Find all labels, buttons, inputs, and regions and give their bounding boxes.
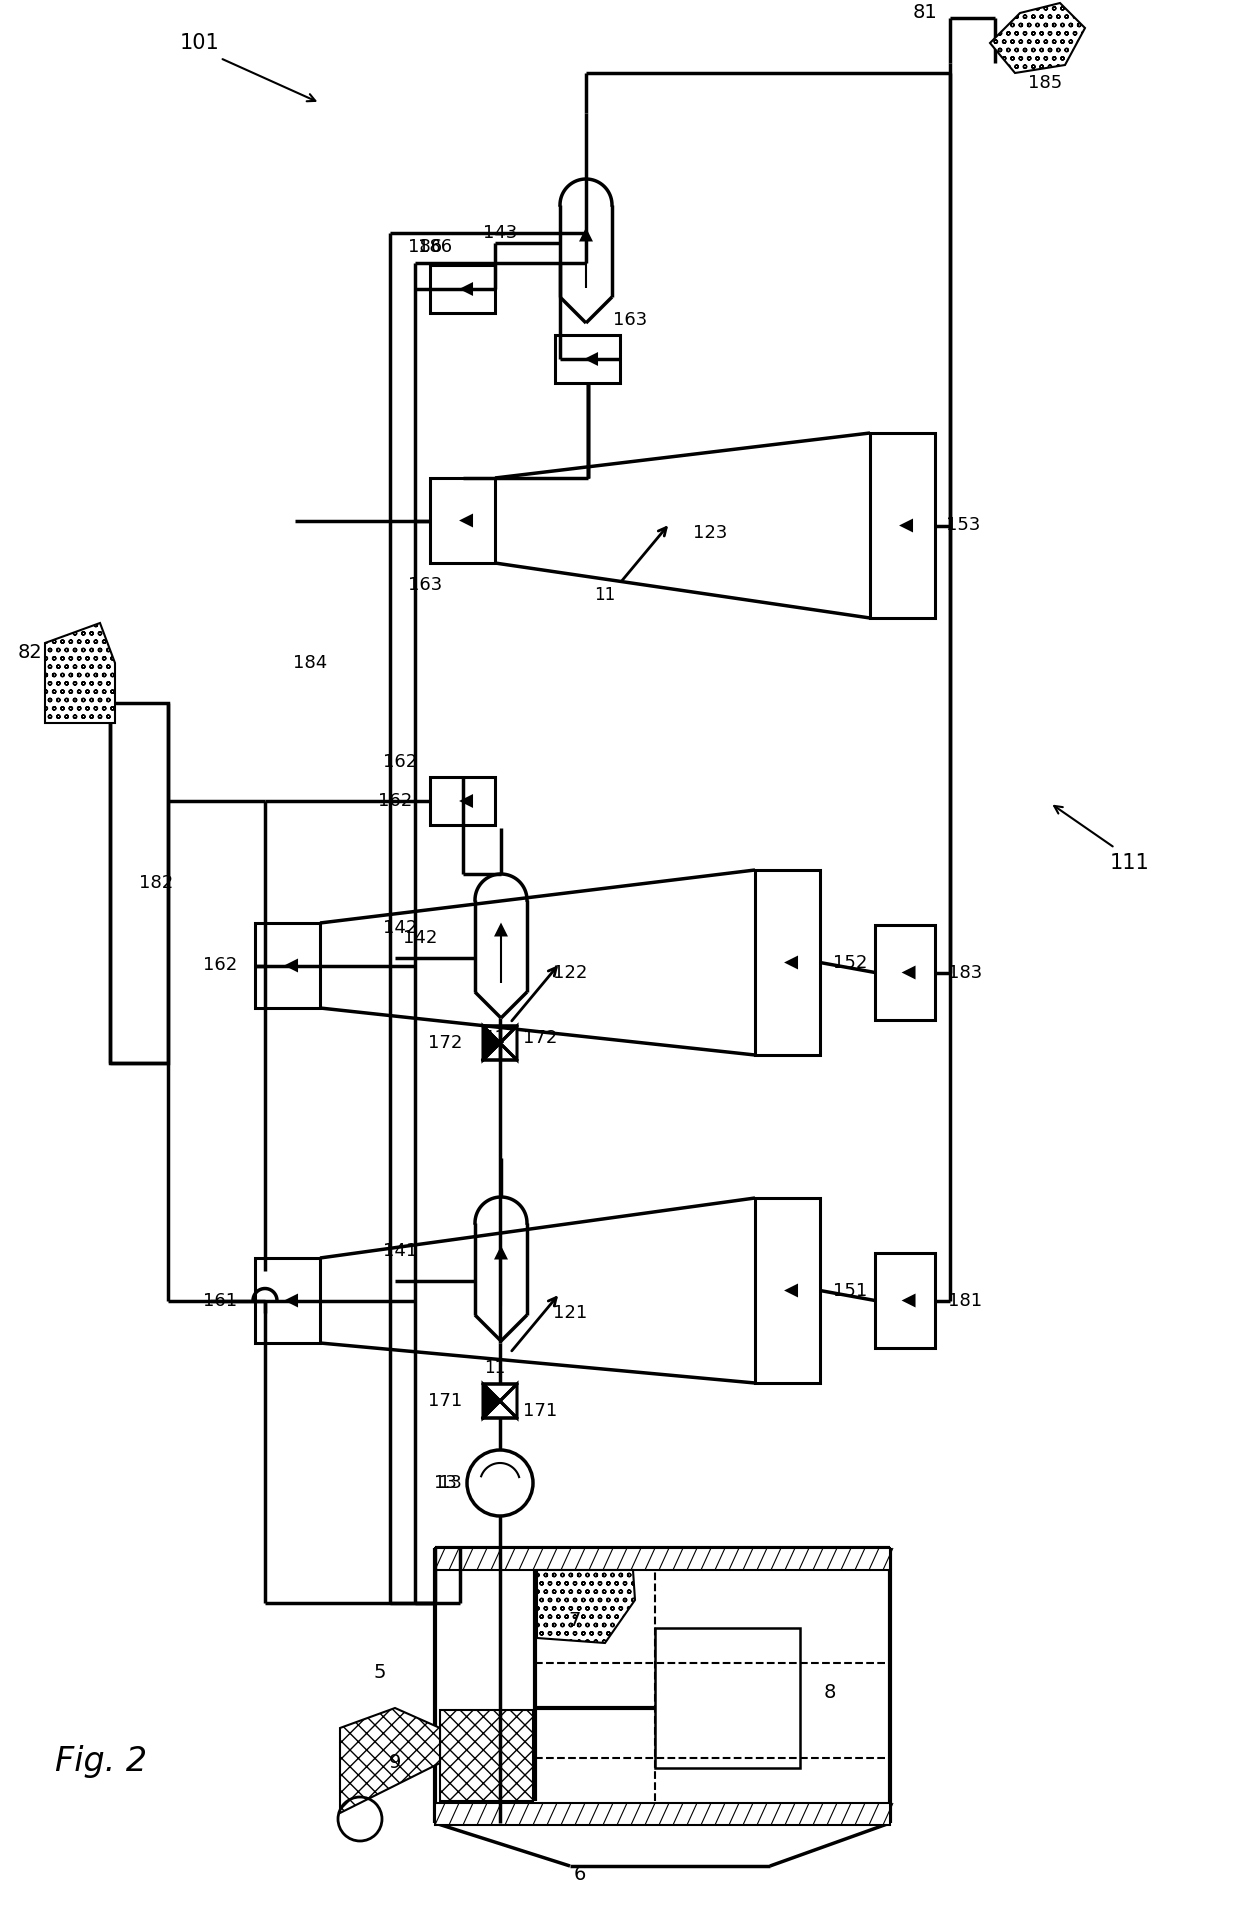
Text: 13: 13 bbox=[434, 1475, 456, 1492]
Polygon shape bbox=[484, 1025, 500, 1060]
Bar bbox=[430, 777, 495, 825]
Text: 162: 162 bbox=[383, 754, 417, 771]
Text: 172: 172 bbox=[428, 1035, 463, 1052]
Text: 163: 163 bbox=[613, 312, 647, 329]
Text: 111: 111 bbox=[1110, 853, 1149, 872]
Text: 153: 153 bbox=[946, 517, 980, 534]
Bar bbox=[556, 335, 620, 383]
Text: 183: 183 bbox=[947, 964, 982, 981]
Text: 7: 7 bbox=[569, 1611, 582, 1630]
Polygon shape bbox=[340, 1708, 440, 1814]
Bar bbox=[875, 926, 935, 1020]
Bar bbox=[655, 1628, 800, 1768]
Polygon shape bbox=[588, 354, 596, 363]
Polygon shape bbox=[787, 958, 796, 966]
Polygon shape bbox=[463, 517, 471, 524]
Text: 171: 171 bbox=[428, 1393, 463, 1410]
Polygon shape bbox=[463, 285, 471, 293]
Text: 163: 163 bbox=[408, 576, 443, 595]
Text: 185: 185 bbox=[1028, 75, 1063, 92]
Polygon shape bbox=[288, 960, 296, 970]
Text: 172: 172 bbox=[523, 1029, 557, 1046]
Bar bbox=[255, 1259, 320, 1343]
Text: 11: 11 bbox=[485, 1358, 506, 1377]
Text: 13: 13 bbox=[439, 1475, 461, 1492]
Polygon shape bbox=[905, 1295, 914, 1305]
Text: 122: 122 bbox=[553, 964, 588, 981]
Bar bbox=[110, 702, 167, 1064]
Text: 141: 141 bbox=[383, 1242, 417, 1261]
Text: 162: 162 bbox=[203, 956, 237, 974]
Polygon shape bbox=[500, 1383, 517, 1418]
Bar bbox=[870, 432, 935, 618]
Polygon shape bbox=[903, 520, 911, 530]
Text: 142: 142 bbox=[383, 918, 417, 937]
Text: 184: 184 bbox=[293, 654, 327, 671]
Polygon shape bbox=[787, 1286, 796, 1295]
Text: 11: 11 bbox=[594, 585, 615, 605]
Text: 182: 182 bbox=[139, 874, 174, 891]
Text: 81: 81 bbox=[913, 4, 937, 23]
Text: 181: 181 bbox=[947, 1291, 982, 1310]
Polygon shape bbox=[45, 624, 115, 723]
Text: 162: 162 bbox=[378, 792, 412, 809]
Polygon shape bbox=[496, 1249, 506, 1259]
Text: 121: 121 bbox=[553, 1305, 587, 1322]
Polygon shape bbox=[484, 1383, 500, 1418]
Polygon shape bbox=[905, 968, 914, 978]
Text: 161: 161 bbox=[203, 1291, 237, 1310]
Text: 142: 142 bbox=[403, 930, 438, 947]
Bar bbox=[755, 1198, 820, 1383]
Text: 8: 8 bbox=[823, 1683, 836, 1703]
Text: 186: 186 bbox=[408, 237, 443, 256]
Polygon shape bbox=[288, 1295, 296, 1305]
Text: 9: 9 bbox=[389, 1754, 402, 1773]
Bar bbox=[255, 922, 320, 1008]
Text: 151: 151 bbox=[833, 1282, 867, 1299]
Text: 152: 152 bbox=[833, 953, 867, 972]
Bar bbox=[430, 478, 495, 562]
Text: 11: 11 bbox=[485, 1029, 506, 1046]
Polygon shape bbox=[990, 4, 1085, 73]
Polygon shape bbox=[463, 796, 471, 805]
Text: 5: 5 bbox=[373, 1664, 386, 1683]
Text: 123: 123 bbox=[693, 524, 727, 541]
Polygon shape bbox=[440, 1710, 533, 1800]
Text: 171: 171 bbox=[523, 1402, 557, 1419]
Text: 101: 101 bbox=[180, 33, 219, 54]
Bar bbox=[430, 266, 495, 314]
Text: 186: 186 bbox=[418, 237, 453, 256]
Text: 82: 82 bbox=[17, 643, 42, 662]
Polygon shape bbox=[537, 1571, 635, 1643]
Text: 143: 143 bbox=[482, 224, 517, 243]
Polygon shape bbox=[496, 926, 506, 935]
Text: Fig. 2: Fig. 2 bbox=[55, 1745, 148, 1777]
Text: 6: 6 bbox=[574, 1865, 587, 1884]
Polygon shape bbox=[582, 231, 590, 239]
Polygon shape bbox=[500, 1025, 517, 1060]
Bar bbox=[435, 1802, 890, 1825]
Bar bbox=[435, 1548, 890, 1571]
Bar bbox=[875, 1253, 935, 1349]
Bar bbox=[755, 870, 820, 1054]
